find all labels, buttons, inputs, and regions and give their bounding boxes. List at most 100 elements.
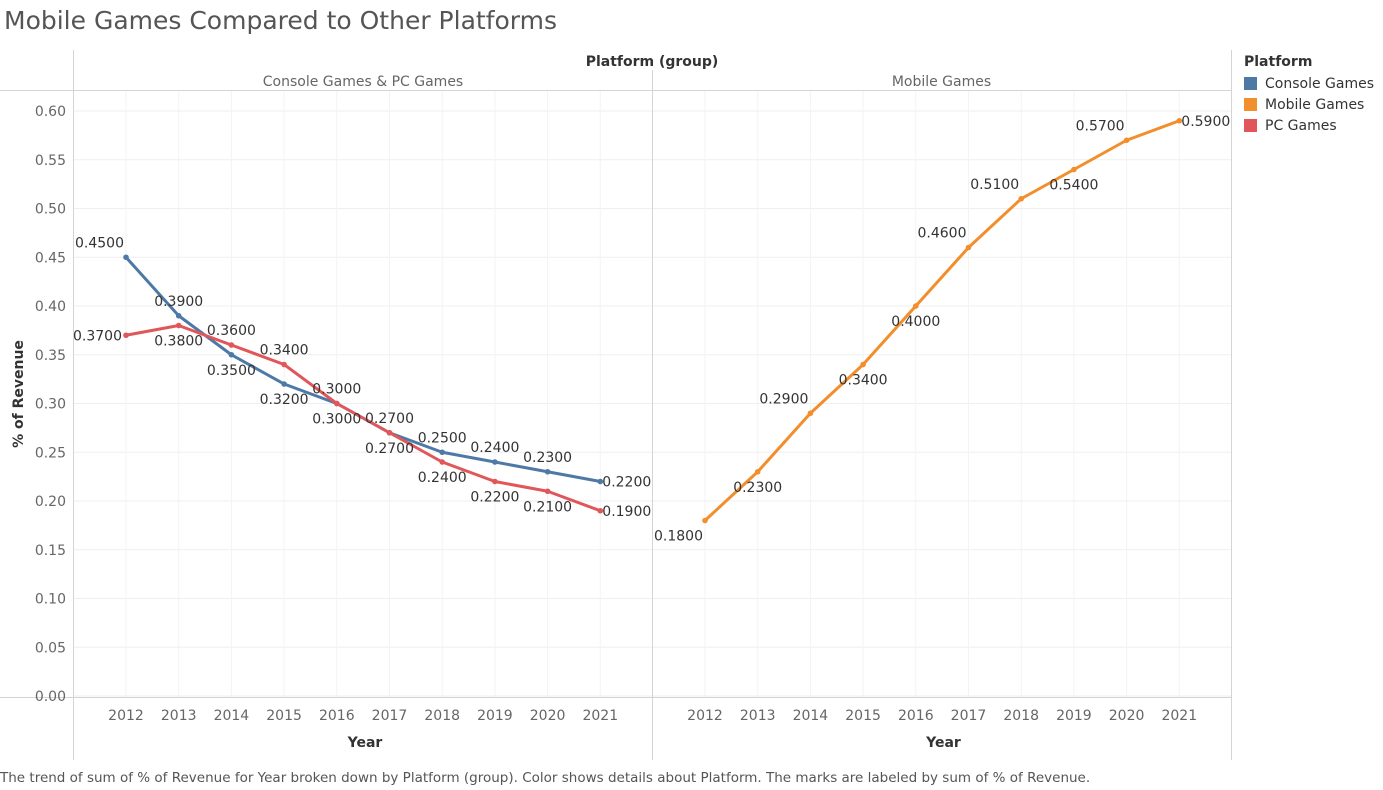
legend-item-mobile-games[interactable]: Mobile Games [1244, 94, 1374, 115]
x-tick-label: 2012 [687, 708, 723, 724]
data-point-console-games [281, 381, 287, 387]
legend-swatch-pc-games [1244, 119, 1257, 132]
data-point-mobile-games [965, 244, 972, 251]
data-label-pc-games: 0.3800 [154, 334, 203, 350]
data-point-pc-games [123, 332, 129, 339]
legend-swatch-console-games [1244, 77, 1257, 90]
data-point-mobile-games [913, 303, 919, 309]
data-label-console-games: 0.2700 [365, 411, 414, 427]
x-axis-title: Year [925, 735, 961, 751]
x-tick-label: 2013 [161, 708, 197, 724]
data-label-console-games: 0.2400 [470, 440, 519, 456]
y-tick-label: 0.25 [35, 445, 66, 461]
panel-header: Console Games & PC Games [263, 74, 463, 90]
data-point-pc-games [334, 400, 340, 407]
legend-item-console-games[interactable]: Console Games [1244, 73, 1374, 94]
data-label-pc-games: 0.2100 [523, 499, 572, 515]
data-point-console-games [492, 459, 498, 465]
x-tick-label: 2018 [1003, 708, 1039, 724]
x-tick-label: 2019 [477, 708, 513, 724]
y-tick-label: 0.30 [35, 397, 66, 413]
series-line-pc-games [124, 324, 602, 513]
data-point-pc-games [439, 459, 446, 465]
data-label-mobile-games: 0.4000 [891, 314, 940, 330]
y-tick-label: 0.00 [35, 689, 66, 705]
data-point-mobile-games [807, 410, 814, 417]
data-point-console-games [123, 254, 129, 261]
data-label-mobile-games: 0.5100 [970, 177, 1019, 193]
legend-title: Platform [1244, 54, 1313, 70]
data-point-pc-games [228, 342, 235, 348]
x-tick-label: 2017 [951, 708, 987, 724]
y-axis-title: % of Revenue [11, 340, 27, 448]
legend-label-console-games: Console Games [1265, 75, 1374, 92]
legend-label-mobile-games: Mobile Games [1265, 96, 1365, 113]
data-label-console-games: 0.3500 [207, 363, 256, 379]
x-tick-label: 2020 [1109, 708, 1145, 724]
y-tick-label: 0.15 [35, 543, 66, 559]
data-point-pc-games [492, 478, 498, 485]
data-label-console-games: 0.3000 [312, 382, 361, 398]
data-point-console-games [439, 449, 446, 456]
data-label-mobile-games: 0.2900 [759, 391, 808, 407]
data-label-pc-games: 0.3400 [260, 343, 309, 359]
data-point-mobile-games [1176, 117, 1183, 124]
chart-title: Mobile Games Compared to Other Platforms [4, 6, 558, 35]
data-label-pc-games: 0.2200 [470, 490, 519, 506]
y-tick-label: 0.35 [35, 348, 66, 364]
y-tick-label: 0.60 [35, 104, 66, 120]
data-point-mobile-games [1071, 166, 1077, 173]
data-point-console-games [175, 312, 182, 319]
x-tick-label: 2013 [740, 708, 776, 724]
data-point-mobile-games [702, 517, 708, 524]
x-tick-label: 2018 [424, 708, 460, 724]
data-point-mobile-games [754, 468, 761, 475]
data-label-console-games: 0.3200 [260, 392, 309, 408]
chart-caption: The trend of sum of % of Revenue for Yea… [0, 770, 1091, 786]
y-tick-label: 0.50 [35, 202, 66, 218]
series-line-console-games [124, 255, 602, 483]
data-point-pc-games [281, 361, 287, 368]
data-point-mobile-games [860, 361, 866, 368]
data-label-mobile-games: 0.5700 [1076, 118, 1125, 134]
data-point-pc-games [544, 488, 551, 495]
y-tick-label: 0.20 [35, 494, 66, 510]
data-label-console-games: 0.4500 [75, 235, 124, 251]
data-point-mobile-games [1018, 195, 1024, 202]
y-tick-label: 0.05 [35, 640, 66, 656]
data-label-mobile-games: 0.5400 [1049, 178, 1098, 194]
x-tick-label: 2017 [372, 708, 408, 724]
x-tick-label: 2012 [108, 708, 144, 724]
y-tick-label: 0.40 [35, 299, 66, 315]
data-point-console-games [228, 351, 235, 358]
panel-header: Mobile Games [892, 74, 991, 90]
x-tick-label: 2021 [582, 708, 618, 724]
data-label-mobile-games: 0.5900 [1181, 114, 1230, 130]
y-tick-label: 0.45 [35, 250, 66, 266]
x-tick-label: 2019 [1056, 708, 1092, 724]
data-label-pc-games: 0.1900 [602, 504, 651, 520]
y-tick-label: 0.55 [35, 153, 66, 169]
legend: Platform Console Games Mobile Games PC G… [1244, 54, 1374, 136]
data-label-pc-games: 0.2700 [365, 441, 414, 457]
x-axis-title: Year [347, 735, 383, 751]
data-point-pc-games [386, 429, 393, 436]
legend-label-pc-games: PC Games [1265, 117, 1337, 134]
legend-item-pc-games[interactable]: PC Games [1244, 115, 1374, 136]
data-label-mobile-games: 0.2300 [733, 480, 782, 496]
column-header-title: Platform (group) [586, 54, 719, 70]
y-tick-label: 0.10 [35, 592, 66, 608]
data-point-console-games [544, 468, 551, 475]
label-layer: 0.45000.39000.35000.32000.30000.27000.25… [73, 114, 1230, 545]
data-label-mobile-games: 0.3400 [839, 373, 888, 389]
data-point-mobile-games [1123, 137, 1130, 144]
series-line-mobile-games [703, 119, 1181, 522]
data-label-mobile-games: 0.4600 [918, 226, 967, 242]
data-label-pc-games: 0.2400 [418, 470, 467, 486]
axis-layer: 0.00 0.05 0.10 0.15 0.20 0.25 0.30 0.35 0.40 0.45… [11, 54, 1197, 751]
frame-layer [0, 50, 1232, 760]
x-tick-label: 2015 [845, 708, 881, 724]
data-label-console-games: 0.3900 [154, 294, 203, 310]
data-label-mobile-games: 0.1800 [654, 529, 703, 545]
legend-swatch-mobile-games [1244, 98, 1257, 111]
